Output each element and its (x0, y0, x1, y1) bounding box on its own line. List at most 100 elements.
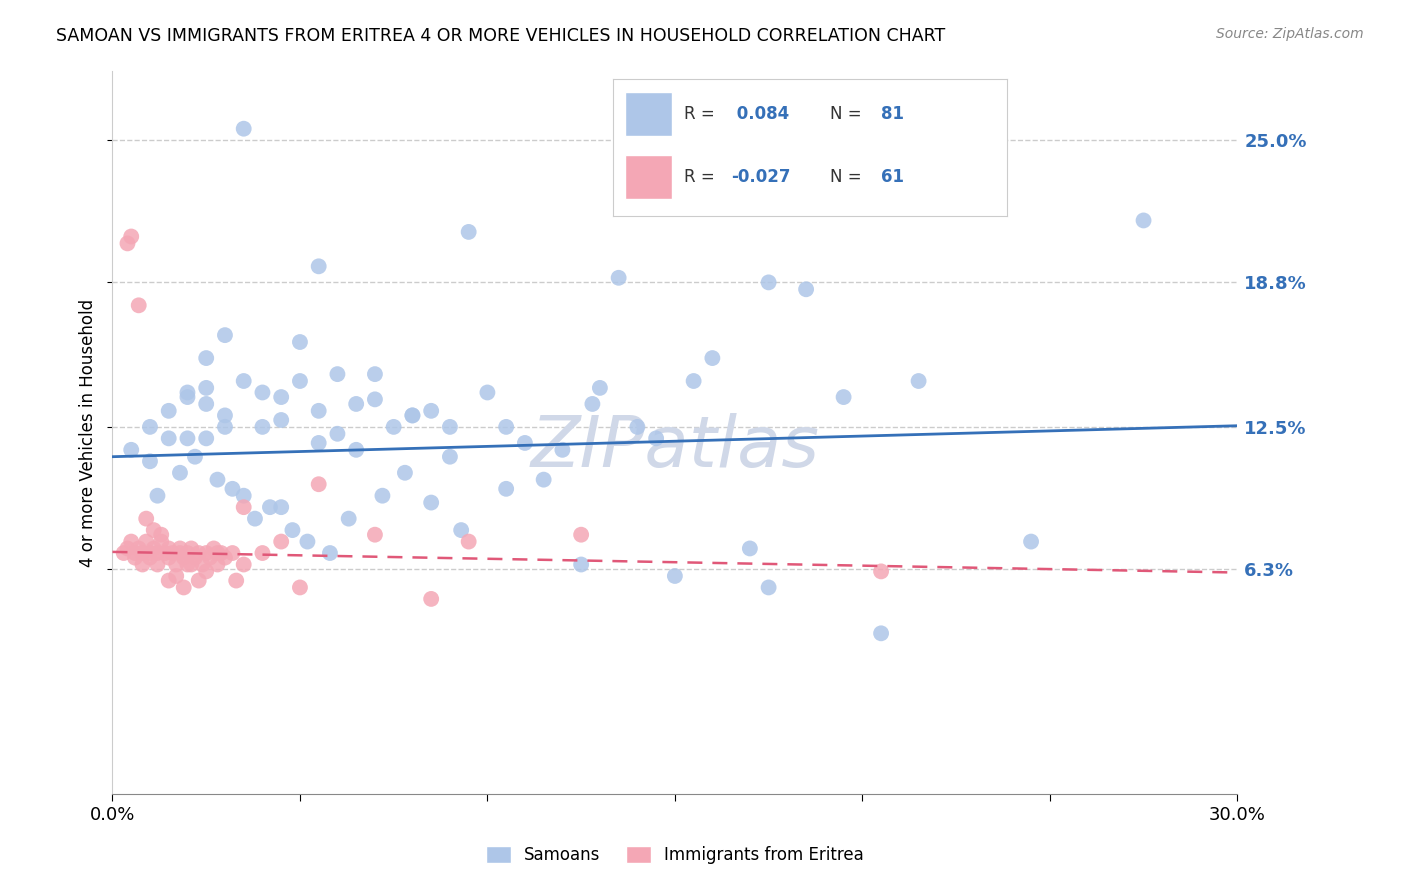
Text: SAMOAN VS IMMIGRANTS FROM ERITREA 4 OR MORE VEHICLES IN HOUSEHOLD CORRELATION CH: SAMOAN VS IMMIGRANTS FROM ERITREA 4 OR M… (56, 27, 945, 45)
Point (221, 546, 243, 560)
Point (169, 546, 191, 560)
Point (308, 404, 330, 418)
Point (738, 541, 761, 556)
Point (225, 574, 247, 588)
Point (120, 229, 142, 244)
Point (207, 546, 229, 560)
Point (176, 558, 198, 572)
Point (645, 431, 668, 445)
Point (202, 541, 225, 556)
Point (252, 420, 274, 434)
Point (232, 500, 254, 515)
Point (664, 569, 686, 583)
Point (477, 385, 499, 400)
Point (927, 202, 949, 216)
Point (420, 591, 443, 606)
Point (191, 558, 214, 572)
Point (124, 550, 146, 565)
Point (232, 121, 254, 136)
Point (209, 546, 232, 560)
Point (626, 420, 648, 434)
Point (187, 546, 209, 560)
Point (308, 436, 330, 450)
Point (308, 477, 330, 491)
Point (146, 546, 169, 560)
Point (157, 404, 180, 418)
Point (195, 431, 218, 445)
Point (117, 541, 139, 556)
Point (214, 420, 236, 434)
Point (131, 546, 153, 560)
Point (184, 550, 207, 565)
Point (382, 420, 405, 434)
Point (135, 511, 157, 525)
Point (142, 523, 165, 537)
Y-axis label: 4 or more Vehicles in Household: 4 or more Vehicles in Household (79, 299, 97, 566)
Point (180, 541, 202, 556)
Point (165, 569, 187, 583)
Point (281, 523, 304, 537)
Point (870, 626, 893, 640)
Point (232, 558, 254, 572)
Point (117, 236, 139, 251)
Point (157, 574, 180, 588)
Point (401, 409, 423, 423)
Point (173, 581, 195, 595)
Point (1132, 213, 1154, 227)
Point (139, 420, 162, 434)
Point (758, 276, 780, 290)
Point (394, 466, 416, 480)
Text: ZIPatlas: ZIPatlas (530, 413, 820, 482)
Point (176, 431, 198, 445)
Point (207, 558, 229, 572)
Point (344, 442, 367, 457)
Point (195, 546, 218, 560)
Point (124, 546, 146, 560)
Point (162, 546, 184, 560)
Point (870, 565, 893, 579)
Point (420, 404, 443, 418)
Point (139, 454, 162, 468)
Point (195, 565, 218, 579)
Point (195, 351, 218, 365)
Point (495, 420, 517, 434)
Point (176, 546, 198, 560)
Point (326, 367, 349, 381)
Point (569, 558, 592, 572)
Point (187, 574, 209, 588)
Point (232, 489, 254, 503)
Point (221, 482, 243, 496)
Point (252, 385, 274, 400)
Point (1019, 534, 1042, 549)
Point (157, 550, 180, 565)
Point (450, 523, 472, 537)
Point (832, 390, 855, 404)
Point (195, 397, 218, 411)
Point (112, 546, 135, 560)
Point (232, 374, 254, 388)
Point (150, 534, 173, 549)
Point (165, 558, 187, 572)
Point (207, 473, 229, 487)
Point (758, 581, 780, 595)
Point (364, 367, 387, 381)
Point (139, 546, 162, 560)
Point (288, 334, 311, 349)
Point (513, 436, 536, 450)
Point (439, 450, 461, 464)
Point (533, 473, 555, 487)
Point (371, 489, 394, 503)
Point (142, 541, 165, 556)
Legend: Samoans, Immigrants from Eritrea: Samoans, Immigrants from Eritrea (478, 838, 872, 872)
Point (297, 534, 319, 549)
Point (146, 489, 169, 503)
Point (308, 260, 330, 274)
Point (270, 413, 292, 427)
Point (288, 374, 311, 388)
Point (569, 527, 592, 541)
Point (243, 511, 266, 525)
Point (907, 374, 929, 388)
Point (176, 390, 198, 404)
Point (169, 541, 191, 556)
Point (120, 534, 142, 549)
